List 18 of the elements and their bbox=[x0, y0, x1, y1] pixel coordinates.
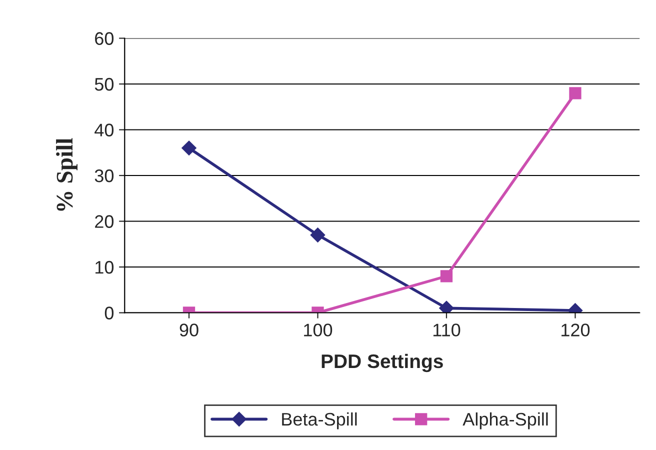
y-tick-label: 60 bbox=[95, 32, 114, 45]
x-tick-label: 100 bbox=[304, 324, 332, 336]
legend-label: Beta-Spill bbox=[282, 412, 357, 430]
x-axis-title: PDD Settings bbox=[322, 354, 443, 372]
y-axis-title: % Spill bbox=[56, 138, 78, 211]
y-tick-label: 20 bbox=[95, 215, 114, 228]
y-tick-label: 30 bbox=[94, 169, 114, 182]
y-tick-label: 50 bbox=[94, 78, 114, 91]
point bbox=[310, 228, 326, 242]
y-tick-label: 10 bbox=[96, 260, 114, 274]
x-tick-label: 110 bbox=[433, 324, 460, 336]
y-tick-label: 0 bbox=[104, 306, 114, 320]
point bbox=[182, 140, 196, 156]
x-tick-label: 120 bbox=[562, 324, 590, 336]
legend-label: Alpha-Spill bbox=[462, 412, 548, 430]
x-tick-label: 90 bbox=[180, 324, 198, 336]
y-tick-label: 40 bbox=[94, 124, 114, 136]
point bbox=[569, 87, 582, 100]
